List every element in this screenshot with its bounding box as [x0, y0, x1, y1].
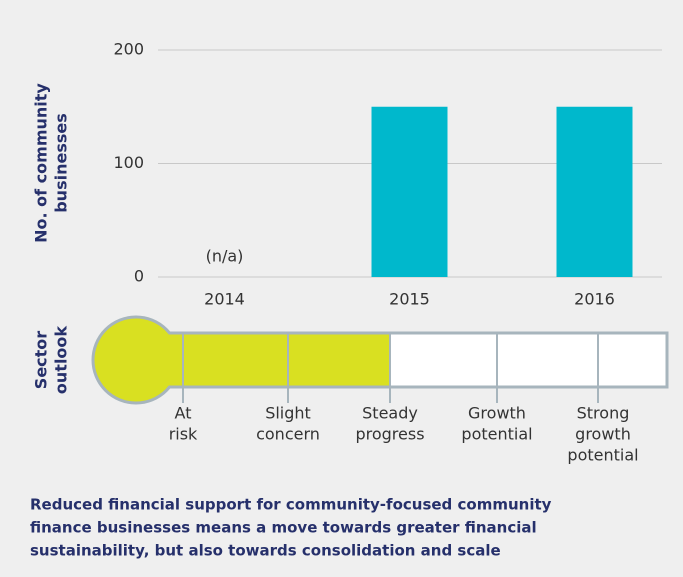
y-tick-label: 100: [113, 153, 144, 172]
x-tick-label: 2016: [574, 290, 615, 309]
x-tick-label: 2014: [204, 290, 245, 309]
y-tick-label: 200: [113, 40, 144, 59]
gauge-level: Strong: [577, 404, 630, 423]
gauge-level: progress: [355, 425, 424, 444]
gauge-label: outlook: [52, 326, 71, 395]
value-label: (n/a): [206, 247, 244, 266]
caption: finance businesses means a move towards …: [30, 519, 537, 537]
bar: [556, 106, 633, 277]
x-tick-label: 2015: [389, 290, 430, 309]
y-axis-label: No. of community: [32, 83, 51, 243]
gauge-level: risk: [169, 425, 198, 444]
caption: sustainability, but also towards consoli…: [30, 542, 501, 560]
gauge-level: concern: [256, 425, 320, 444]
y-axis-label: businesses: [52, 113, 71, 213]
caption: Reduced financial support for community-…: [30, 496, 552, 514]
gauge-level: Steady: [362, 404, 418, 423]
gauge-level: growth: [575, 425, 631, 444]
gauge-level: At: [175, 404, 192, 423]
gauge-level: potential: [567, 446, 638, 465]
gauge-fill: [136, 334, 390, 386]
gauge-level: potential: [461, 425, 532, 444]
gauge-label: Sector: [32, 331, 51, 390]
gauge-level: Growth: [468, 404, 526, 423]
y-tick-label: 0: [134, 267, 144, 286]
gauge-level: Slight: [265, 404, 311, 423]
bar: [371, 106, 448, 277]
